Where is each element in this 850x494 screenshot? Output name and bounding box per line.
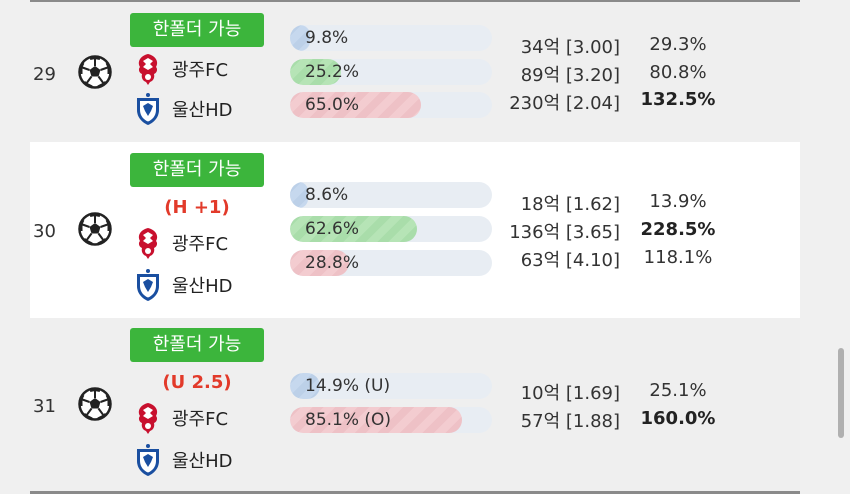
- team-name: 울산HD: [172, 451, 233, 472]
- ulsan-hd-crest-icon: [137, 269, 159, 301]
- probability-bar-over: 85.1% (O): [290, 407, 492, 433]
- roi-under: 25.1%: [649, 380, 707, 401]
- odds-home: 18억 [1.62]: [520, 194, 620, 215]
- bar-fill: [290, 182, 309, 208]
- home-team: 광주FC: [134, 401, 228, 435]
- soccer-ball-icon: [78, 387, 112, 421]
- odds-home: 34억 [3.00]: [520, 37, 620, 58]
- one-folder-badge: 한폴더 가능: [130, 328, 264, 362]
- one-folder-badge: 한폴더 가능: [130, 153, 264, 187]
- bar-fill: [290, 216, 418, 242]
- away-team: 울산HD: [134, 443, 233, 477]
- gwangju-fc-crest-icon: [138, 228, 158, 259]
- soccer-ball-icon: [78, 212, 112, 246]
- probability-label: 25.2%: [305, 62, 360, 82]
- odds-draw: 89억 [3.20]: [520, 65, 620, 86]
- bar-fill: [290, 407, 462, 433]
- roi-over: 160.0%: [640, 408, 716, 429]
- probability-bar-draw: 62.6%: [290, 216, 492, 242]
- ulsan-hd-crest-icon: [137, 93, 159, 125]
- probability-bar-under: 14.9% (U): [290, 373, 492, 399]
- match-number: 30: [33, 221, 56, 242]
- bar-fill: [290, 250, 349, 276]
- roi-away: 118.1%: [643, 247, 713, 268]
- odds-over: 57억 [1.88]: [520, 411, 620, 432]
- roi-away: 132.5%: [640, 89, 716, 110]
- row-divider: [30, 491, 800, 494]
- probability-label: 9.8%: [305, 28, 349, 48]
- home-team: 광주FC: [134, 52, 228, 86]
- probability-bar-home: 8.6%: [290, 182, 492, 208]
- team-name: 광주FC: [172, 234, 229, 255]
- bar-fill: [290, 25, 311, 51]
- odds-away: 63억 [4.10]: [520, 250, 620, 271]
- probability-label: 14.9% (U): [305, 376, 391, 396]
- ulsan-hd-crest-icon: [137, 444, 159, 476]
- odds-away: 230억 [2.04]: [509, 93, 620, 114]
- roi-home: 29.3%: [649, 34, 707, 55]
- probability-label: 85.1% (O): [305, 410, 392, 430]
- probability-label: 65.0%: [305, 95, 360, 115]
- probability-bar-away: 65.0%: [290, 92, 492, 118]
- away-team: 울산HD: [134, 268, 233, 302]
- handicap-label: (U 2.5): [162, 372, 232, 393]
- roi-draw: 80.8%: [649, 62, 707, 83]
- team-name: 광주FC: [172, 409, 229, 430]
- gwangju-fc-crest-icon: [138, 403, 158, 434]
- odds-draw: 136억 [3.65]: [509, 222, 620, 243]
- probability-bar-away: 28.8%: [290, 250, 492, 276]
- team-name: 울산HD: [172, 100, 233, 121]
- probability-label: 8.6%: [305, 185, 349, 205]
- team-name: 울산HD: [172, 276, 233, 297]
- home-team: 광주FC: [134, 226, 228, 260]
- bar-fill: [290, 373, 321, 399]
- row-divider: [30, 0, 800, 2]
- probability-label: 62.6%: [305, 219, 360, 239]
- probability-bar-draw: 25.2%: [290, 59, 492, 85]
- team-name: 광주FC: [172, 60, 229, 81]
- away-team: 울산HD: [134, 92, 233, 126]
- probability-label: 28.8%: [305, 253, 360, 273]
- probability-bar-home: 9.8%: [290, 25, 492, 51]
- scrollbar-thumb[interactable]: [838, 348, 844, 438]
- match-number: 29: [33, 64, 56, 85]
- match-number: 31: [33, 396, 56, 417]
- handicap-label: (H +1): [164, 197, 230, 218]
- odds-under: 10억 [1.69]: [520, 383, 620, 404]
- bar-fill: [290, 59, 341, 85]
- roi-draw: 228.5%: [640, 219, 716, 240]
- roi-home: 13.9%: [649, 191, 707, 212]
- one-folder-badge: 한폴더 가능: [130, 13, 264, 47]
- bar-fill: [290, 92, 422, 118]
- soccer-ball-icon: [78, 55, 112, 89]
- gwangju-fc-crest-icon: [138, 54, 158, 85]
